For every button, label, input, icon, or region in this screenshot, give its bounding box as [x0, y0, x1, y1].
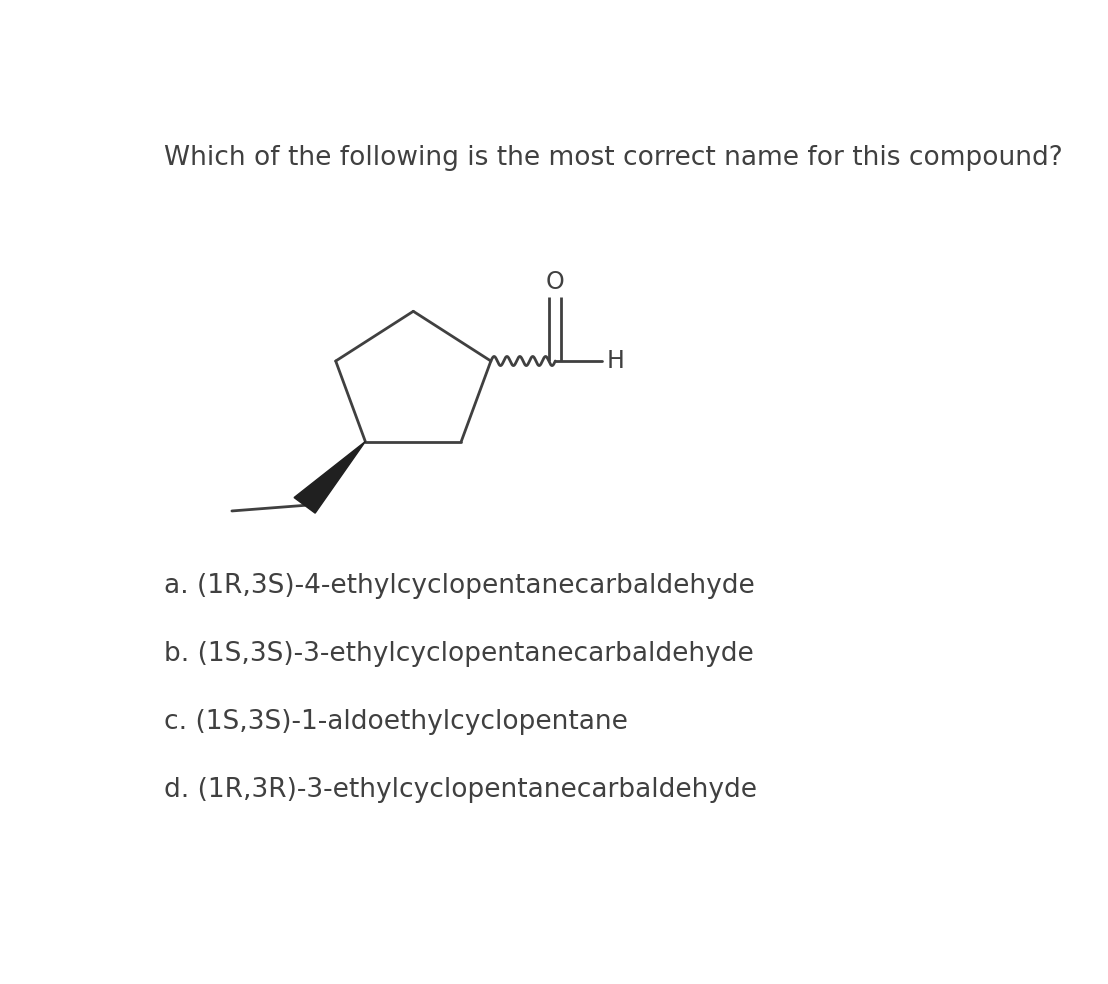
Text: d. (1R,3R)-3-ethylcyclopentanecarbaldehyde: d. (1R,3R)-3-ethylcyclopentanecarbaldehy…: [164, 777, 757, 803]
Text: Which of the following is the most correct name for this compound?: Which of the following is the most corre…: [164, 145, 1063, 170]
Polygon shape: [294, 442, 366, 513]
Text: a. (1R,3S)-4-ethylcyclopentanecarbaldehyde: a. (1R,3S)-4-ethylcyclopentanecarbaldehy…: [164, 573, 755, 598]
Text: b. (1S,3S)-3-ethylcyclopentanecarbaldehyde: b. (1S,3S)-3-ethylcyclopentanecarbaldehy…: [164, 641, 755, 667]
Text: c. (1S,3S)-1-aldoethylcyclopentane: c. (1S,3S)-1-aldoethylcyclopentane: [164, 709, 628, 735]
Text: H: H: [607, 349, 625, 373]
Text: O: O: [546, 270, 565, 293]
